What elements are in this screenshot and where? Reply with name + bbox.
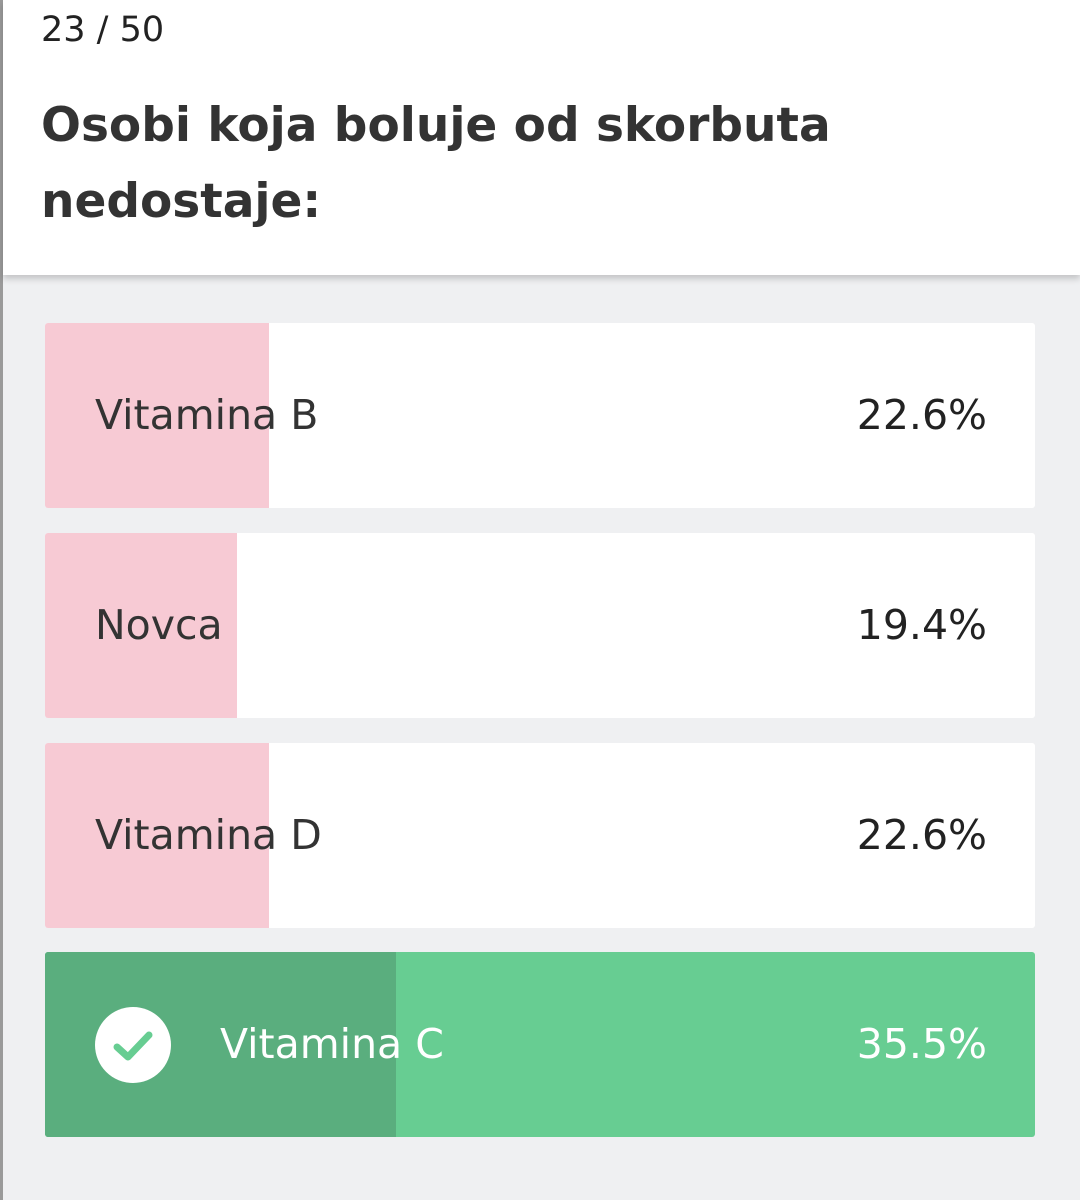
answer-option[interactable]: Vitamina D 22.6%	[45, 743, 1035, 928]
answer-label: Novca	[95, 601, 223, 649]
answer-percent: 22.6%	[856, 811, 987, 859]
answer-option[interactable]: Novca 19.4%	[45, 533, 1035, 718]
answer-option[interactable]: Vitamina B 22.6%	[45, 323, 1035, 508]
check-circle-icon	[95, 1007, 171, 1083]
result-fill-bar	[45, 533, 238, 718]
answer-label: Vitamina C	[220, 1020, 444, 1068]
question-text: Osobi koja boluje od skorbuta nedostaje:	[41, 98, 831, 229]
answer-label: Vitamina B	[95, 391, 319, 439]
answer-label: Vitamina D	[95, 811, 322, 859]
answer-percent: 35.5%	[856, 1020, 987, 1068]
answer-percent: 19.4%	[856, 601, 987, 649]
question-counter: 23 / 50	[41, 10, 165, 50]
question-header: 23 / 50 Osobi koja boluje od skorbuta ne…	[3, 0, 1080, 275]
result-fill-bar	[45, 743, 269, 928]
answer-option-correct[interactable]: Vitamina C 35.5%	[45, 952, 1035, 1137]
result-fill-bar	[45, 323, 269, 508]
answer-percent: 22.6%	[856, 391, 987, 439]
